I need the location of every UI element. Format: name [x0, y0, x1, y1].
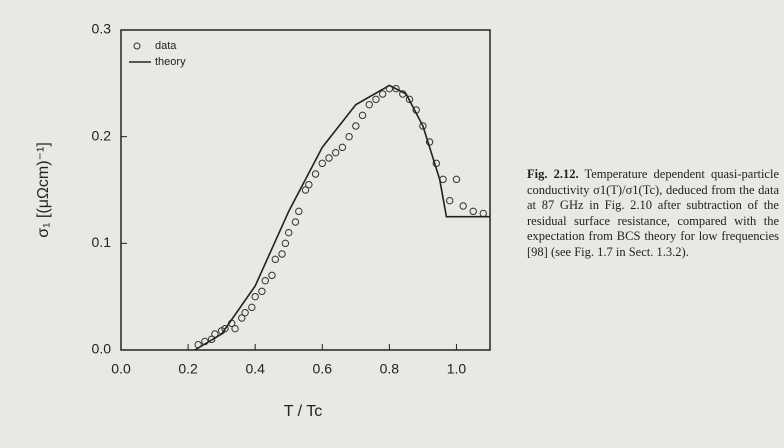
data-point	[291, 218, 300, 226]
data-point	[392, 84, 400, 93]
y-tick-label: 0.2	[92, 127, 112, 143]
data-point	[352, 122, 360, 130]
data-point	[338, 143, 347, 152]
data-point	[452, 175, 461, 184]
y-axis-label: σ₁ [(μΩcm)⁻¹]	[35, 142, 52, 238]
data-point	[479, 209, 487, 218]
caption-label: Fig. 2.12.	[527, 167, 579, 181]
data-point	[365, 100, 373, 109]
data-point	[378, 90, 387, 98]
data-point	[221, 324, 229, 333]
x-tick-label: 1.0	[447, 361, 467, 377]
data-point	[281, 239, 290, 248]
x-tick-label: 0.6	[313, 361, 333, 377]
data-point	[295, 207, 303, 216]
data-point	[261, 276, 269, 285]
x-axis-label: T / Tc	[284, 403, 323, 420]
data-point	[372, 95, 380, 104]
data-point	[285, 228, 293, 237]
x-tick-label: 0.0	[111, 361, 131, 377]
data-point	[446, 196, 454, 205]
theory-line	[194, 84, 490, 351]
data-point	[271, 255, 280, 264]
data-point	[305, 180, 313, 189]
data-point	[238, 314, 246, 322]
data-point	[325, 154, 333, 162]
data-point	[301, 186, 310, 194]
data-point	[405, 95, 414, 104]
data-point	[248, 303, 256, 312]
data-point	[358, 111, 367, 120]
data-point	[331, 148, 340, 157]
data-point	[459, 202, 467, 210]
data-point	[251, 292, 259, 301]
x-tick-label: 0.2	[178, 361, 198, 377]
data-point	[258, 287, 266, 296]
y-tick-label: 0.1	[92, 234, 112, 250]
data-point	[311, 170, 320, 178]
data-point	[278, 250, 286, 258]
caption: Fig. 2.12. Temperature dependent quasi-p…	[527, 167, 779, 260]
data-point	[345, 132, 353, 141]
data-point	[318, 159, 326, 168]
legend-swatch	[133, 42, 141, 50]
data-point	[469, 207, 477, 216]
data-point	[207, 335, 216, 344]
data-point	[231, 324, 239, 333]
data-point	[241, 308, 249, 317]
y-tick-label: 0.0	[92, 341, 112, 357]
legend-label: theory	[155, 56, 186, 68]
plot-frame	[120, 29, 491, 351]
data-point	[419, 122, 427, 130]
caption-text: Temperature dependent quasi-particle con…	[527, 167, 779, 259]
x-tick-label: 0.8	[380, 361, 400, 377]
y-tick-label: 0.3	[92, 21, 112, 37]
legend-label: data	[155, 40, 177, 52]
x-tick-label: 0.4	[245, 361, 265, 377]
data-point	[268, 271, 276, 280]
